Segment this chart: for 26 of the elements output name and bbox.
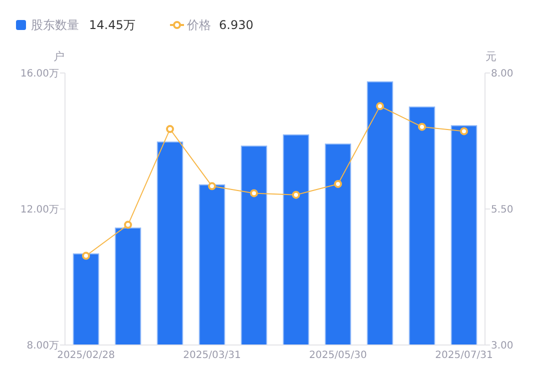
- x-tick-label: 2025/02/28: [57, 350, 115, 361]
- x-tick-label: 2025/05/30: [309, 350, 367, 361]
- y2-tick-label: 3.00: [491, 340, 514, 352]
- legend-label: 股东数量: [31, 18, 79, 32]
- y2-tick-label: 8.00: [491, 68, 514, 80]
- point: [124, 220, 132, 229]
- point: [460, 127, 468, 136]
- point: [334, 180, 342, 188]
- point: [292, 190, 300, 199]
- point: [208, 182, 216, 190]
- x-tick-label: 2025/03/31: [183, 350, 241, 361]
- y-tick-label: 12.00万: [20, 204, 59, 216]
- y-tick-label: 16.00万: [20, 68, 59, 80]
- point: [418, 122, 426, 131]
- x-tick-label: 2025/07/31: [435, 350, 493, 361]
- y2-axis-title: 元: [486, 50, 496, 63]
- point: [82, 252, 90, 260]
- point: [166, 125, 174, 134]
- y-tick-label: 8.00万: [26, 340, 59, 352]
- text: 6.930: [219, 18, 254, 32]
- y2-tick-label: 5.50: [491, 204, 514, 216]
- legend-label: 价格: [186, 18, 211, 32]
- y-axis-title: 户: [54, 50, 64, 63]
- point: [250, 189, 258, 198]
- text: 14.45万: [89, 18, 136, 32]
- point: [376, 102, 384, 110]
